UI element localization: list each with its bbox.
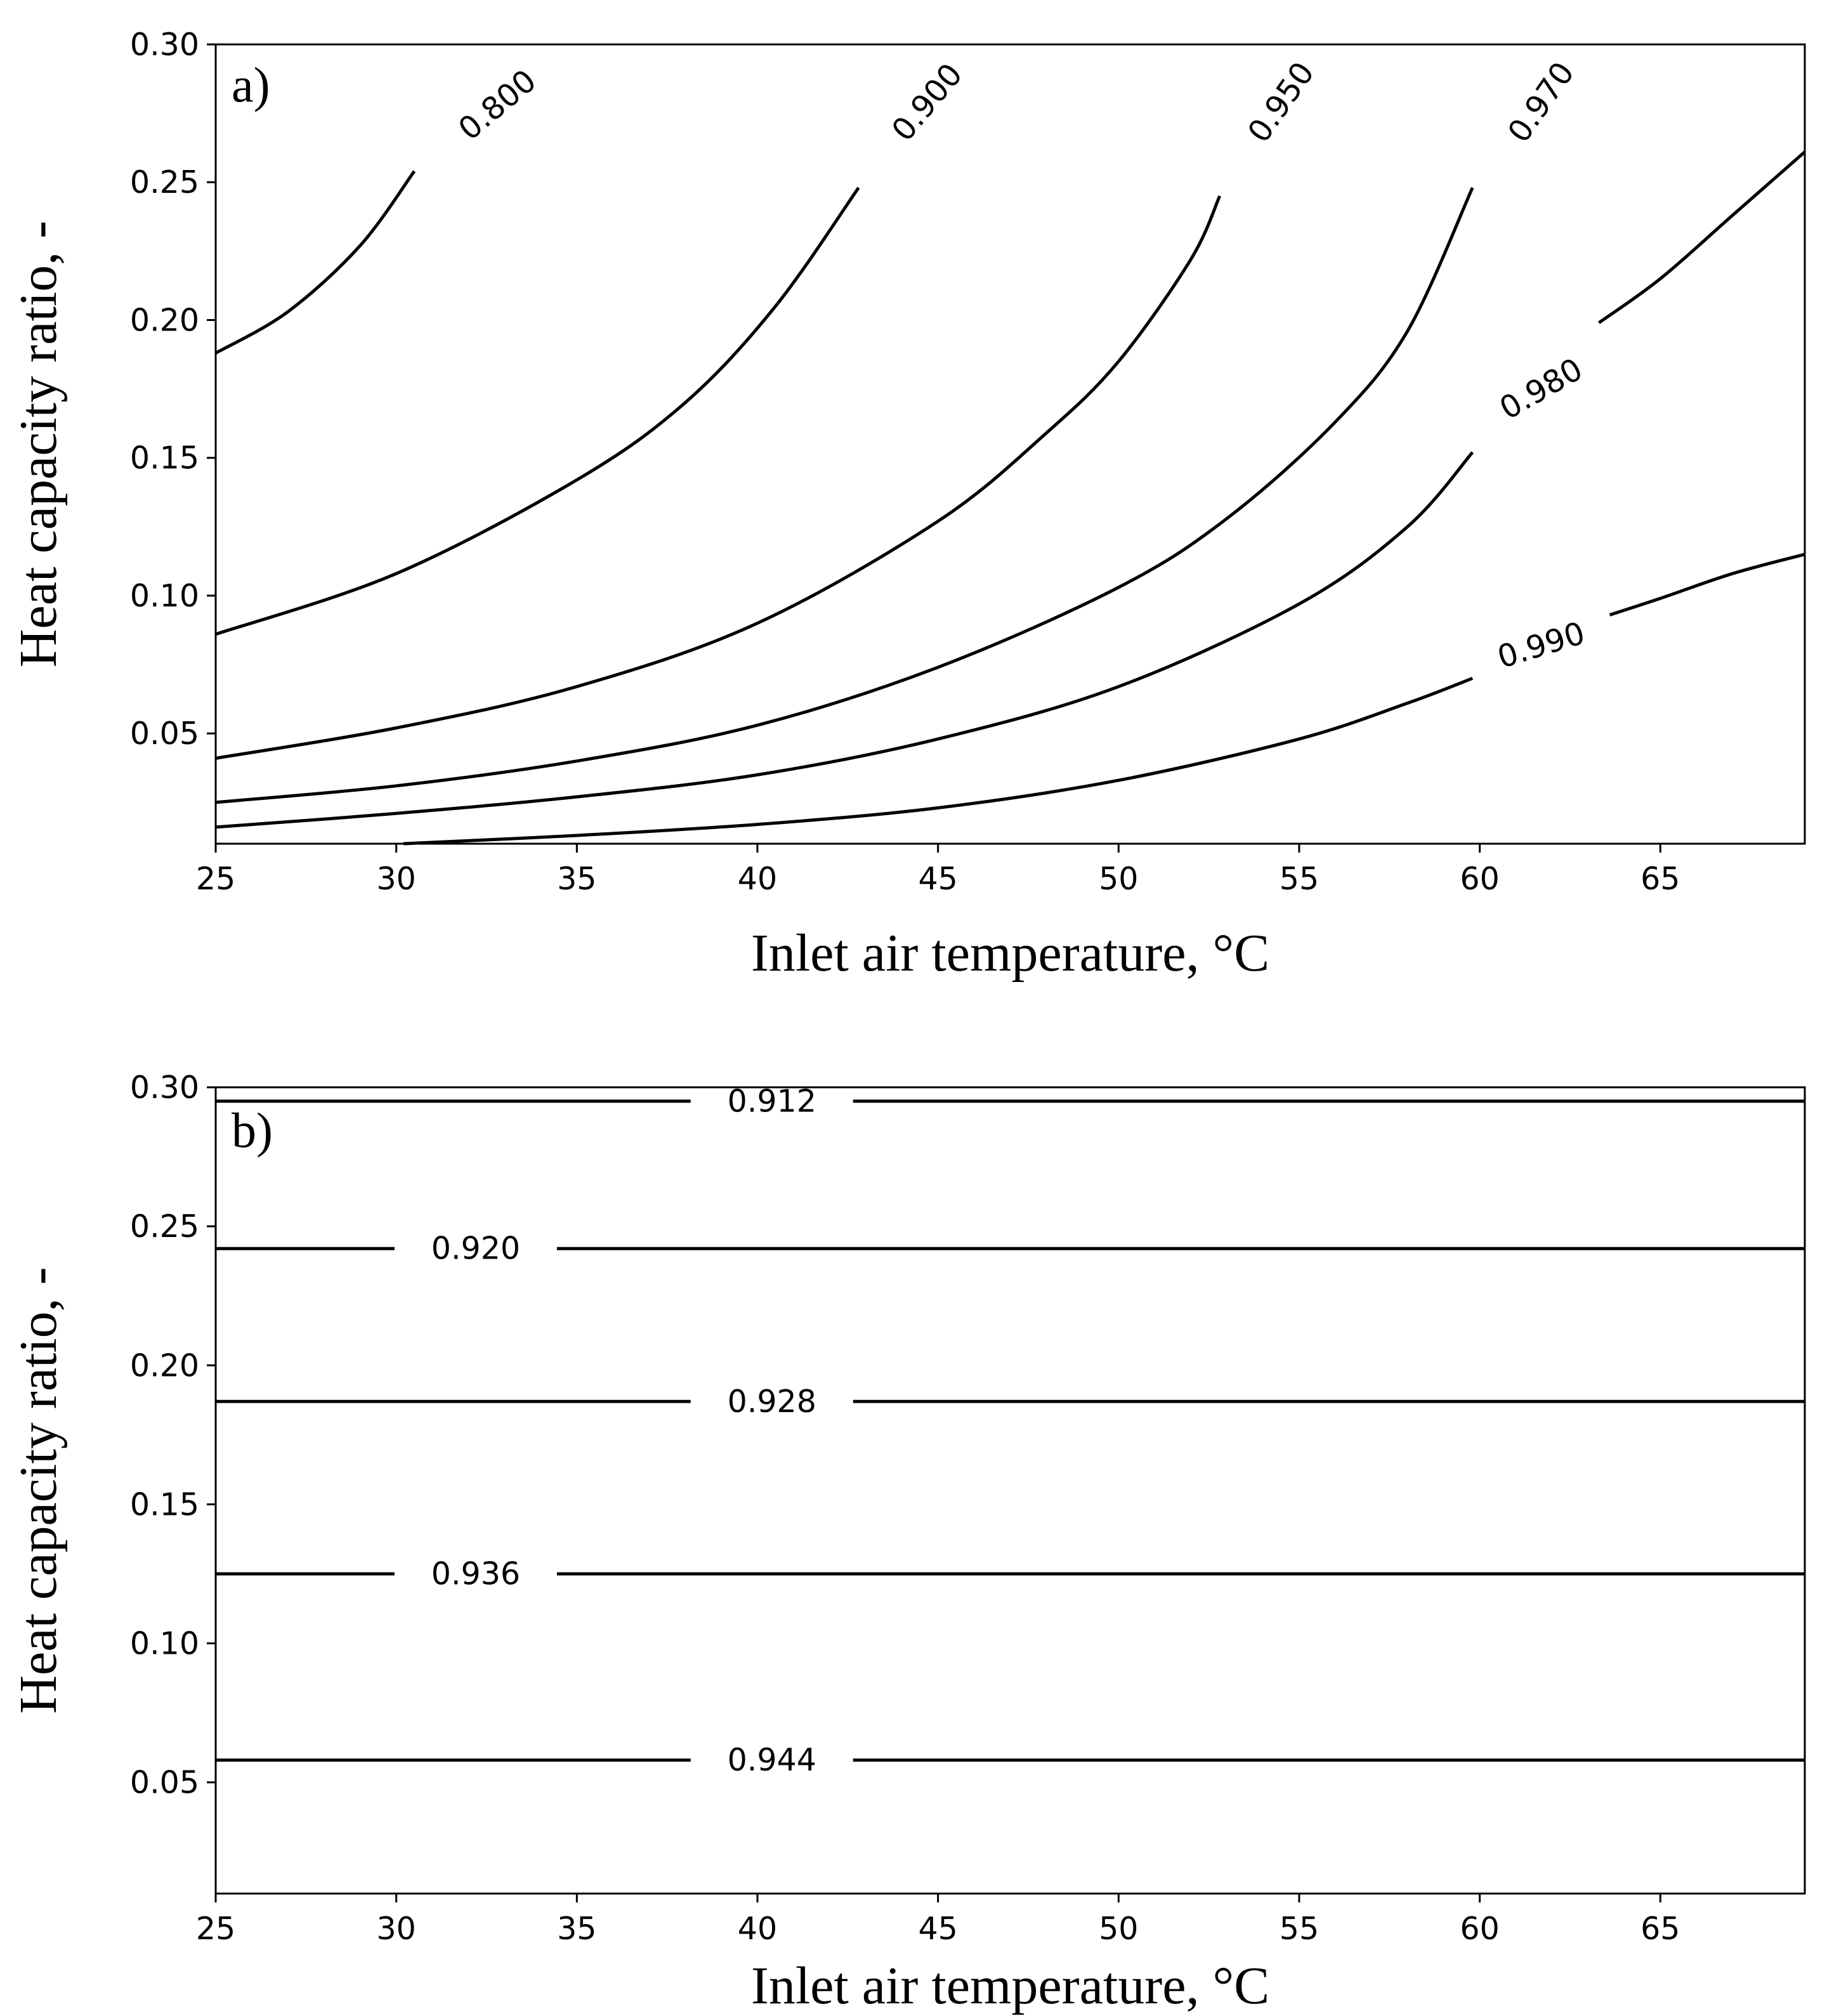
panel-a-x-tick-label: 60 — [1460, 861, 1499, 897]
panel-b-x-axis-title: Inlet air temperature, °C — [751, 1956, 1269, 2015]
panel-b-x-tick-label: 30 — [376, 1911, 416, 1947]
panel-a-x-tick-label: 45 — [918, 861, 957, 897]
contour-label-0.944: 0.944 — [728, 1742, 816, 1778]
contour-line-0.990 — [1609, 553, 1805, 617]
panel-a-x-tick-label: 55 — [1280, 861, 1319, 897]
panel-a-x-tick-label: 30 — [376, 861, 416, 897]
panel-a-y-tick-label: 0.30 — [130, 27, 199, 63]
panel-b-y-tick-label: 0.25 — [130, 1208, 199, 1245]
panel-b-y-tick-label: 0.05 — [130, 1765, 199, 1801]
contour-label-0.980: 0.980 — [1493, 351, 1588, 427]
panel-b-y-tick-label: 0.30 — [130, 1070, 199, 1106]
panel-b-x-tick-label: 55 — [1280, 1911, 1319, 1947]
contour-label-0.936: 0.936 — [431, 1555, 520, 1592]
contour-line-0.900 — [215, 187, 860, 636]
panel-a-x-axis-title: Inlet air temperature, °C — [751, 924, 1269, 983]
contour-line-0.800 — [214, 170, 416, 355]
panel-a-y-axis-title: Heat capacity ratio, - — [9, 221, 68, 667]
contour-line-0.980 — [1598, 150, 1806, 324]
panel-a-y-tick-label: 0.05 — [130, 716, 199, 752]
contour-label-0.800: 0.800 — [452, 63, 543, 148]
panel-a-x-tick-label: 40 — [738, 861, 777, 897]
panel-a-x-tick-label: 25 — [196, 861, 235, 897]
panel-a-y-tick-label: 0.25 — [130, 164, 199, 200]
contour-line-0.970 — [215, 187, 1474, 804]
panel-b-x-tick-label: 60 — [1460, 1911, 1499, 1947]
panel-a-x-tick-label: 35 — [557, 861, 596, 897]
panel-b-y-tick-label: 0.10 — [130, 1626, 199, 1662]
contour-label-0.950: 0.950 — [1241, 55, 1321, 149]
panel-b-x-tick-label: 65 — [1640, 1911, 1680, 1947]
contour-line-0.980 — [215, 451, 1474, 829]
panel-a-y-tick-label: 0.20 — [130, 302, 199, 338]
panel-a-x-tick-label: 65 — [1640, 861, 1680, 897]
contour-label-0.928: 0.928 — [728, 1384, 816, 1420]
panel-b-y-tick-label: 0.20 — [130, 1347, 199, 1384]
contour-label-0.912: 0.912 — [728, 1083, 816, 1119]
panel-b-x-tick-label: 35 — [557, 1911, 596, 1947]
panel-b-tag: b) — [232, 1103, 273, 1158]
panel-b-x-tick-label: 40 — [738, 1911, 777, 1947]
panel-b-plot-frame — [214, 1086, 1806, 1895]
panel-a-y-tick-label: 0.15 — [130, 440, 199, 476]
panel-a-x-tick-label: 50 — [1099, 861, 1138, 897]
contour-line-0.990 — [403, 676, 1474, 846]
panel-b-chart: 0.912 0.920 0.928 0.936 0.944 25 30 35 40 45 50 55… — [9, 1070, 1806, 2015]
contour-line-0.950 — [215, 195, 1221, 760]
panel-b-y-tick-label: 0.15 — [130, 1486, 199, 1522]
panel-b-y-axis-title: Heat capacity ratio, - — [9, 1267, 68, 1713]
contour-label-0.990: 0.990 — [1493, 615, 1589, 676]
panel-a-plot-frame — [214, 43, 1806, 845]
panel-b-x-tick-label: 25 — [196, 1911, 235, 1947]
panel-a-y-tick-label: 0.10 — [130, 578, 199, 614]
panel-b-x-tick-label: 50 — [1099, 1911, 1138, 1947]
panel-a-chart: 0.800 0.900 0.950 0.970 0.980 0.990 25 30 35 40 4… — [9, 27, 1806, 983]
panel-b-x-tick-label: 45 — [918, 1911, 957, 1947]
contour-label-0.900: 0.900 — [885, 56, 970, 148]
panel-a-tag: a) — [232, 57, 270, 112]
contour-label-0.920: 0.920 — [431, 1231, 520, 1267]
contour-label-0.970: 0.970 — [1501, 55, 1581, 149]
